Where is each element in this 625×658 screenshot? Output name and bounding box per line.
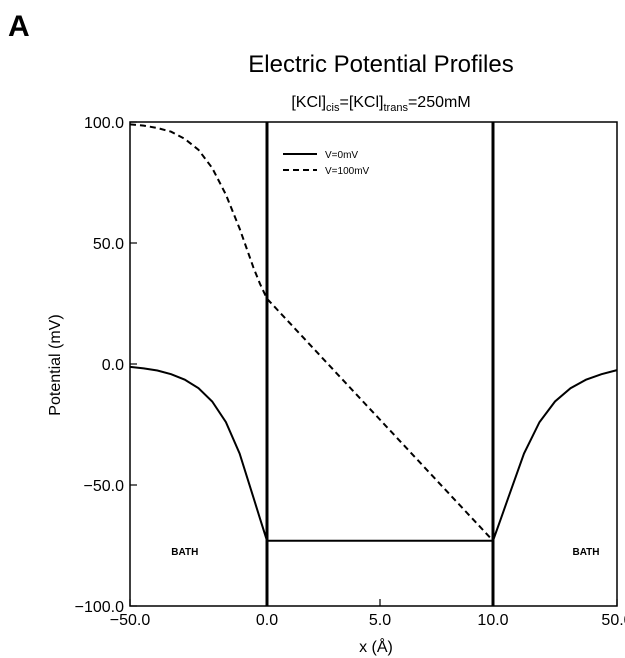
x-tick-label: 10.0 [477, 612, 508, 629]
region-label-bath-2: BATH [572, 547, 599, 558]
panel-letter: A [8, 10, 30, 43]
y-axis-label: Potential (mV) [47, 314, 64, 415]
x-tick-label: −50.0 [110, 612, 151, 629]
x-tick-label: 50.0 [601, 612, 625, 629]
plot-area: −50.00.05.010.050.0100.050.00.0−50.0−100… [75, 115, 625, 629]
x-axis-label: x (Å) [359, 637, 393, 656]
chart-subtitle: [KCl]cis=[KCl]trans=250mM [291, 94, 470, 114]
subtitle-part-2: =[KCl] [339, 94, 383, 111]
subtitle-part-1: [KCl] [291, 94, 326, 111]
x-tick-label: 0.0 [256, 612, 278, 629]
chart-title: Electric Potential Profiles [248, 51, 513, 78]
plot-frame [129, 121, 618, 607]
series-line-2 [129, 123, 494, 542]
y-tick-label: −100.0 [75, 599, 124, 616]
subtitle-subscript-trans: trans [383, 102, 408, 114]
subtitle-subscript-cis: cis [326, 102, 340, 114]
y-tick-label: 0.0 [102, 357, 124, 374]
y-tick-label: 50.0 [93, 236, 124, 253]
y-tick-label: −50.0 [84, 478, 125, 495]
legend-label-2: V=100mV [325, 166, 370, 177]
subtitle-part-3: =250mM [408, 94, 471, 111]
legend-label-1: V=0mV [325, 150, 358, 161]
series-line-1 [129, 365, 618, 542]
region-label-bath-1: BATH [171, 547, 198, 558]
x-tick-label: 5.0 [369, 612, 391, 629]
y-tick-label: 100.0 [84, 115, 124, 132]
